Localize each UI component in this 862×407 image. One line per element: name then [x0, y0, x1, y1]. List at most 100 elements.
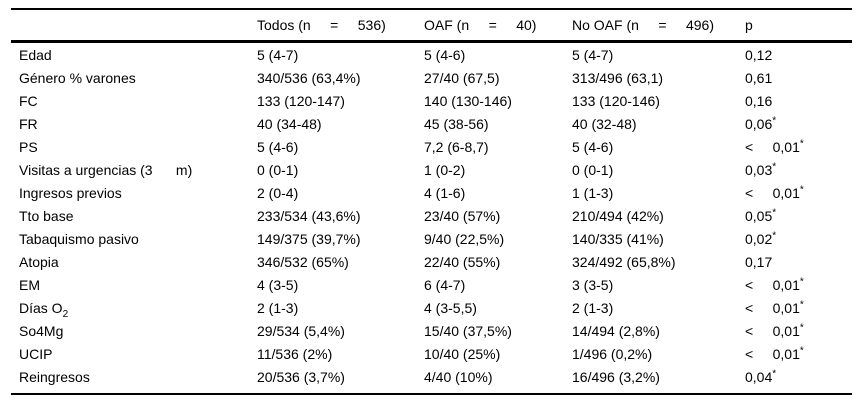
p-value: 0,17 — [745, 253, 773, 270]
row-label: FR — [19, 115, 38, 132]
table-row: Edad 5 (4-7) 5 (4-6) 5 (4-7) 0,12 — [11, 42, 852, 67]
row-label: FC — [19, 92, 38, 109]
cell-p-value: 0,05* — [745, 204, 852, 227]
cell-todos: 11/536 (2%) — [257, 345, 333, 362]
significance-asterisk: * — [799, 275, 804, 287]
cell-todos: 133 (120-147) — [257, 92, 345, 109]
cell-no-oaf: 16/496 (3,2%) — [572, 368, 660, 385]
row-label-cell: Días O2 — [11, 296, 257, 319]
cell-oaf: 1 (0-2) — [424, 161, 466, 178]
row-label-cell: Género % varones — [11, 66, 257, 89]
table-row: PS 5 (4-6) 7,2 (6-8,7) 5 (4-6) < 0,01* — [11, 135, 852, 158]
cell-no-oaf: 5 (4-6) — [572, 138, 614, 155]
cell-p-value: < 0,01* — [745, 319, 852, 342]
cell-oaf: 7,2 (6-8,7) — [424, 138, 489, 155]
cell-oaf: 4 (3-5,5) — [424, 299, 477, 316]
cell-todos: 233/534 (43,6%) — [257, 207, 361, 224]
cell-todos: 346/532 (65%) — [257, 253, 349, 270]
cell-no-oaf: 1 (1-3) — [572, 184, 614, 201]
p-value: < 0,01 — [745, 322, 800, 339]
cell-oaf: 23/40 (57%) — [424, 207, 501, 224]
header-row: Todos (n = 536) OAF (n = 40) No OAF (n =… — [11, 10, 852, 43]
cell-todos: 4 (3-5) — [257, 276, 299, 293]
row-label: Visitas a urgencias (3 m) — [19, 161, 193, 178]
table-row: Atopia 346/532 (65%) 22/40 (55%) 324/492… — [11, 250, 852, 273]
cell-p-value: 0,12 — [745, 42, 852, 67]
cell-oaf: 15/40 (37,5%) — [424, 322, 512, 339]
cell-p-value: 0,17 — [745, 250, 852, 273]
cell-p-value: 0,03* — [745, 158, 852, 181]
p-value: 0,16 — [745, 92, 773, 109]
p-value: 0,12 — [745, 46, 773, 63]
significance-asterisk: * — [799, 183, 804, 195]
significance-asterisk: * — [799, 321, 804, 333]
cell-no-oaf: 40 (32-48) — [572, 115, 637, 132]
cell-todos: 2 (1-3) — [257, 299, 299, 316]
table-body: Edad 5 (4-7) 5 (4-6) 5 (4-7) 0,12 Género… — [11, 42, 852, 389]
significance-asterisk: * — [772, 367, 777, 379]
row-label-subscript: 2 — [62, 308, 69, 319]
significance-asterisk: * — [799, 298, 804, 310]
row-label: UCIP — [19, 345, 53, 362]
significance-asterisk: * — [772, 160, 777, 172]
cell-p-value: 0,61 — [745, 66, 852, 89]
comparison-table: Todos (n = 536) OAF (n = 40) No OAF (n =… — [11, 10, 852, 388]
cell-no-oaf: 210/494 (42%) — [572, 207, 664, 224]
row-label: Ingresos previos — [19, 184, 122, 201]
row-label-cell: So4Mg — [11, 319, 257, 342]
p-value: < 0,01 — [745, 299, 800, 316]
cell-p-value: < 0,01* — [745, 296, 852, 319]
table-header: Todos (n = 536) OAF (n = 40) No OAF (n =… — [11, 10, 852, 43]
cell-no-oaf: 1/496 (0,2%) — [572, 345, 653, 362]
cell-p-value: < 0,01* — [745, 135, 852, 158]
p-value: < 0,01 — [745, 345, 800, 362]
cell-oaf: 4/40 (10%) — [424, 368, 493, 385]
row-label-cell: FR — [11, 112, 257, 135]
cell-oaf: 140 (130-146) — [424, 92, 512, 109]
table-row: Reingresos 20/536 (3,7%) 4/40 (10%) 16/4… — [11, 365, 852, 388]
cell-todos: 20/536 (3,7%) — [257, 368, 345, 385]
cell-todos: 29/534 (5,4%) — [257, 322, 345, 339]
cell-no-oaf: 3 (3-5) — [572, 276, 614, 293]
table-row: UCIP 11/536 (2%) 10/40 (25%) 1/496 (0,2%… — [11, 342, 852, 365]
comparison-table-container: Todos (n = 536) OAF (n = 40) No OAF (n =… — [11, 8, 852, 395]
cell-todos: 2 (0-4) — [257, 184, 299, 201]
p-value: 0,05 — [745, 207, 773, 224]
p-value: 0,61 — [745, 69, 773, 86]
row-label: So4Mg — [19, 322, 64, 339]
row-label: PS — [19, 138, 38, 155]
p-value: 0,04 — [745, 368, 773, 385]
cell-oaf: 4 (1-6) — [424, 184, 466, 201]
table-row: So4Mg 29/534 (5,4%) 15/40 (37,5%) 14/494… — [11, 319, 852, 342]
row-label: Atopia — [19, 253, 59, 270]
row-label-cell: Atopia — [11, 250, 257, 273]
cell-oaf: 5 (4-6) — [424, 46, 466, 63]
row-label: Reingresos — [19, 368, 90, 385]
cell-todos: 5 (4-7) — [257, 46, 299, 63]
p-value: < 0,01 — [745, 276, 800, 293]
table-row: EM 4 (3-5) 6 (4-7) 3 (3-5) < 0,01* — [11, 273, 852, 296]
significance-asterisk: * — [772, 206, 777, 218]
row-label-cell: Visitas a urgencias (3 m) — [11, 158, 257, 181]
header-p-value: p — [745, 10, 852, 43]
row-label-cell: Reingresos — [11, 365, 257, 388]
table-row: FR 40 (34-48) 45 (38-56) 40 (32-48) 0,06… — [11, 112, 852, 135]
p-value: 0,06 — [745, 115, 773, 132]
cell-no-oaf: 313/496 (63,1) — [572, 69, 664, 86]
table-row: FC 133 (120-147) 140 (130-146) 133 (120-… — [11, 89, 852, 112]
row-label: Días O — [19, 299, 63, 316]
row-label-cell: Tabaquismo pasivo — [11, 227, 257, 250]
cell-p-value: 0,04* — [745, 365, 852, 388]
p-value: 0,02 — [745, 230, 773, 247]
row-label-cell: UCIP — [11, 342, 257, 365]
cell-p-value: < 0,01* — [745, 342, 852, 365]
table-row: Tto base 233/534 (43,6%) 23/40 (57%) 210… — [11, 204, 852, 227]
cell-no-oaf: 0 (0-1) — [572, 161, 614, 178]
cell-no-oaf: 140/335 (41%) — [572, 230, 664, 247]
table-row: Género % varones 340/536 (63,4%) 27/40 (… — [11, 66, 852, 89]
cell-no-oaf: 324/492 (65,8%) — [572, 253, 676, 270]
row-label-cell: Ingresos previos — [11, 181, 257, 204]
cell-no-oaf: 2 (1-3) — [572, 299, 614, 316]
header-no-oaf: No OAF (n = 496) — [572, 10, 745, 43]
cell-oaf: 10/40 (25%) — [424, 345, 501, 362]
